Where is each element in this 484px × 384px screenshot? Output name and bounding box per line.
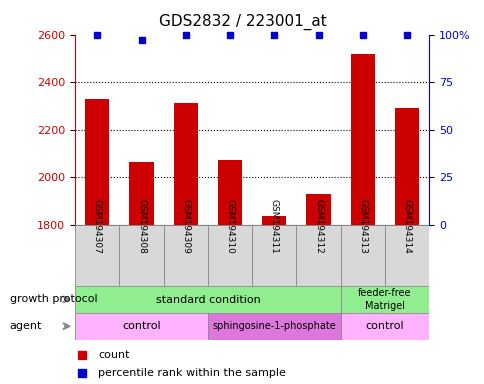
Text: standard condition: standard condition bbox=[155, 295, 260, 305]
Text: feeder-free
Matrigel: feeder-free Matrigel bbox=[358, 288, 411, 311]
Bar bbox=[173, 103, 197, 225]
Bar bbox=[208, 313, 340, 340]
Bar bbox=[119, 225, 164, 286]
Text: count: count bbox=[98, 350, 129, 360]
Bar bbox=[129, 162, 153, 225]
Bar bbox=[262, 216, 286, 225]
Text: control: control bbox=[365, 321, 404, 331]
Bar bbox=[340, 313, 428, 340]
Text: GSM194314: GSM194314 bbox=[402, 199, 411, 254]
Text: GSM194311: GSM194311 bbox=[269, 199, 278, 254]
Text: percentile rank within the sample: percentile rank within the sample bbox=[98, 367, 286, 377]
Bar bbox=[296, 225, 340, 286]
Text: growth protocol: growth protocol bbox=[10, 294, 97, 304]
Text: GSM194307: GSM194307 bbox=[92, 199, 102, 254]
Bar bbox=[252, 225, 296, 286]
Bar bbox=[75, 286, 340, 313]
Bar bbox=[85, 99, 109, 225]
Text: GSM194308: GSM194308 bbox=[137, 199, 146, 254]
Bar bbox=[75, 225, 119, 286]
Bar bbox=[350, 54, 374, 225]
Bar bbox=[217, 161, 242, 225]
Bar bbox=[384, 225, 428, 286]
Text: control: control bbox=[122, 321, 161, 331]
Bar bbox=[340, 286, 428, 313]
Text: agent: agent bbox=[10, 321, 42, 331]
Bar bbox=[208, 225, 252, 286]
Text: GSM194310: GSM194310 bbox=[225, 199, 234, 254]
Text: GSM194313: GSM194313 bbox=[358, 199, 366, 254]
Text: GSM194309: GSM194309 bbox=[181, 199, 190, 254]
Bar bbox=[306, 194, 330, 225]
Bar bbox=[394, 108, 418, 225]
Bar bbox=[340, 225, 384, 286]
Text: GSM194312: GSM194312 bbox=[314, 199, 322, 254]
Text: sphingosine-1-phosphate: sphingosine-1-phosphate bbox=[212, 321, 335, 331]
Bar bbox=[164, 225, 208, 286]
Bar bbox=[75, 313, 208, 340]
Text: GDS2832 / 223001_at: GDS2832 / 223001_at bbox=[158, 13, 326, 30]
